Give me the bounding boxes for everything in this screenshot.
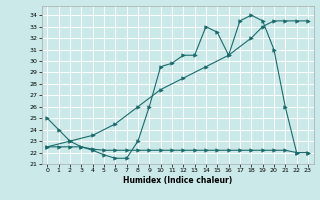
X-axis label: Humidex (Indice chaleur): Humidex (Indice chaleur) [123,176,232,185]
